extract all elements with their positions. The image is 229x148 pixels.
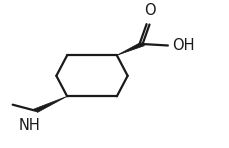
Text: OH: OH	[172, 38, 194, 53]
Polygon shape	[34, 96, 67, 112]
Polygon shape	[116, 42, 144, 55]
Text: NH: NH	[19, 118, 41, 133]
Text: O: O	[143, 3, 155, 18]
